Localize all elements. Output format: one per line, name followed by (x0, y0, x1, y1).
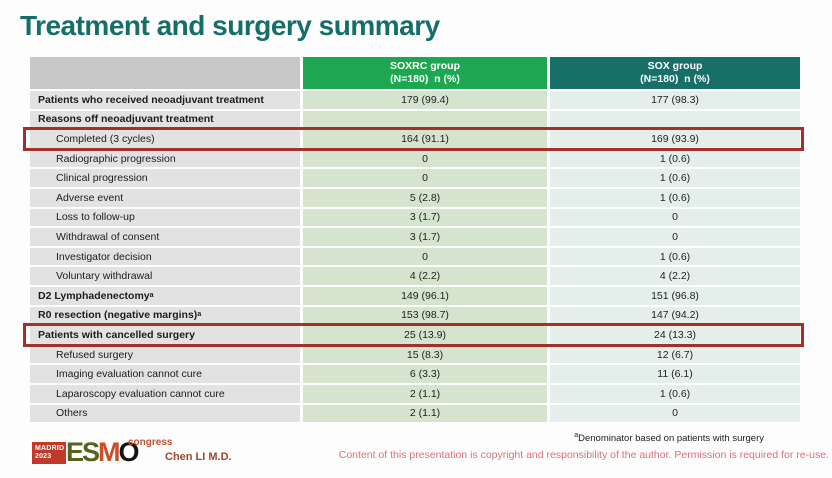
row-label: Clinical progression (30, 169, 300, 187)
row-label: Withdrawal of consent (30, 228, 300, 246)
row-label: Others (30, 404, 300, 423)
row-label: Patients with cancelled surgery (30, 326, 300, 344)
soxrc-value (303, 110, 547, 129)
table-row: Loss to follow-up 3 (1.7) 0 (30, 208, 800, 227)
row-label: D2 Lymphadenectomy a (30, 286, 300, 305)
esmo-wordmark: ESMO (66, 437, 140, 467)
soxrc-value: 153 (98.7) (303, 306, 547, 325)
table-row: Adverse event 5 (2.8) 1 (0.6) (30, 188, 800, 207)
sox-value: 24 (13.3) (550, 326, 800, 344)
soxrc-value: 3 (1.7) (303, 228, 547, 246)
row-label: Investigator decision (30, 247, 300, 266)
row-label: Completed (3 cycles) (30, 130, 300, 148)
soxrc-value: 0 (303, 149, 547, 168)
table-row: Reasons off neoadjuvant treatment (30, 110, 800, 129)
sox-value: 0 (550, 208, 800, 227)
row-label: Patients who received neoadjuvant treatm… (30, 91, 300, 109)
row-label: Reasons off neoadjuvant treatment (30, 110, 300, 129)
soxrc-value: 149 (96.1) (303, 286, 547, 305)
sox-value: 1 (0.6) (550, 384, 800, 403)
table-row: Imaging evaluation cannot cure 6 (3.3) 1… (30, 365, 800, 383)
soxrc-value: 0 (303, 247, 547, 266)
table-row: Patients with cancelled surgery 25 (13.9… (23, 322, 804, 348)
soxrc-value: 0 (303, 169, 547, 187)
header-sox-line2: (N=180) n (%) (640, 73, 710, 85)
sox-value: 151 (96.8) (550, 286, 800, 305)
soxrc-value: 3 (1.7) (303, 208, 547, 227)
soxrc-value: 2 (1.1) (303, 384, 547, 403)
logo-location: MADRID (35, 445, 65, 452)
soxrc-value: 15 (8.3) (303, 345, 547, 364)
header-blank-cell (30, 57, 300, 89)
soxrc-value: 4 (2.2) (303, 267, 547, 285)
logo-year: 2023 (35, 453, 52, 460)
sox-value: 1 (0.6) (550, 188, 800, 207)
soxrc-value: 6 (3.3) (303, 365, 547, 383)
sox-value: 11 (6.1) (550, 365, 800, 383)
table-footnote: aDenominator based on patients with surg… (574, 432, 764, 444)
footnote-marker: a (574, 432, 579, 439)
table-row: Radiographic progression 0 1 (0.6) (30, 149, 800, 168)
soxrc-value: 2 (1.1) (303, 404, 547, 423)
esmo-congress-logo: MADRID 2023 ESMO congress (10, 436, 172, 472)
table-row: Patients who received neoadjuvant treatm… (30, 91, 800, 109)
table-row: Refused surgery 15 (8.3) 12 (6.7) (30, 345, 800, 364)
table-body: Patients who received neoadjuvant treatm… (23, 91, 804, 423)
table-row: Clinical progression 0 1 (0.6) (30, 169, 800, 187)
row-label: Radiographic progression (30, 149, 300, 168)
table-row: Completed (3 cycles) 164 (91.1) 169 (93.… (23, 126, 804, 152)
congress-label: congress (128, 437, 173, 448)
header-soxrc-group: SOXRC group (N=180) n (%) (303, 57, 547, 89)
table-row: Withdrawal of consent 3 (1.7) 0 (30, 228, 800, 246)
sox-value (550, 110, 800, 129)
madrid-2023-badge: MADRID 2023 (32, 442, 66, 464)
sox-value: 12 (6.7) (550, 345, 800, 364)
soxrc-value: 25 (13.9) (303, 326, 547, 344)
sox-value: 1 (0.6) (550, 169, 800, 187)
table-row: R0 resection (negative margins) a 153 (98… (30, 306, 800, 325)
header-sox-line1: SOX group (647, 60, 703, 72)
footnote-text: Denominator based on patients with surge… (578, 433, 764, 445)
sox-value: 1 (0.6) (550, 149, 800, 168)
table-header: SOXRC group (N=180) n (%) SOX group (N=1… (30, 57, 800, 89)
soxrc-value: 179 (99.4) (303, 91, 547, 109)
table-row: Investigator decision 0 1 (0.6) (30, 247, 800, 266)
row-label: Laparoscopy evaluation cannot cure (30, 384, 300, 403)
row-label: Adverse event (30, 188, 300, 207)
sox-value: 147 (94.2) (550, 306, 800, 325)
row-label: Voluntary withdrawal (30, 267, 300, 285)
row-label: Refused surgery (30, 345, 300, 364)
table-row: Others 2 (1.1) 0 (30, 404, 800, 423)
page-title: Treatment and surgery summary (20, 10, 440, 41)
sox-value: 4 (2.2) (550, 267, 800, 285)
header-soxrc-line1: SOXRC group (390, 60, 460, 72)
sox-value: 0 (550, 228, 800, 246)
table-row: D2 Lymphadenectomy a 149 (96.1) 151 (96.8… (30, 286, 800, 305)
table-row: Laparoscopy evaluation cannot cure 2 (1.… (30, 384, 800, 403)
summary-table: SOXRC group (N=180) n (%) SOX group (N=1… (23, 57, 804, 424)
row-label: Loss to follow-up (30, 208, 300, 227)
author-name: Chen LI M.D. (165, 451, 232, 463)
header-soxrc-line2: (N=180) n (%) (390, 73, 460, 85)
sox-value: 169 (93.9) (550, 130, 800, 148)
header-sox-group: SOX group (N=180) n (%) (550, 57, 800, 89)
soxrc-value: 5 (2.8) (303, 188, 547, 207)
sox-value: 0 (550, 404, 800, 423)
soxrc-value: 164 (91.1) (303, 130, 547, 148)
table-row: Voluntary withdrawal 4 (2.2) 4 (2.2) (30, 267, 800, 285)
row-label: R0 resection (negative margins) a (30, 306, 300, 325)
row-label: Imaging evaluation cannot cure (30, 365, 300, 383)
sox-value: 177 (98.3) (550, 91, 800, 109)
sox-value: 1 (0.6) (550, 247, 800, 266)
copyright-notice: Content of this presentation is copyrigh… (338, 449, 829, 461)
